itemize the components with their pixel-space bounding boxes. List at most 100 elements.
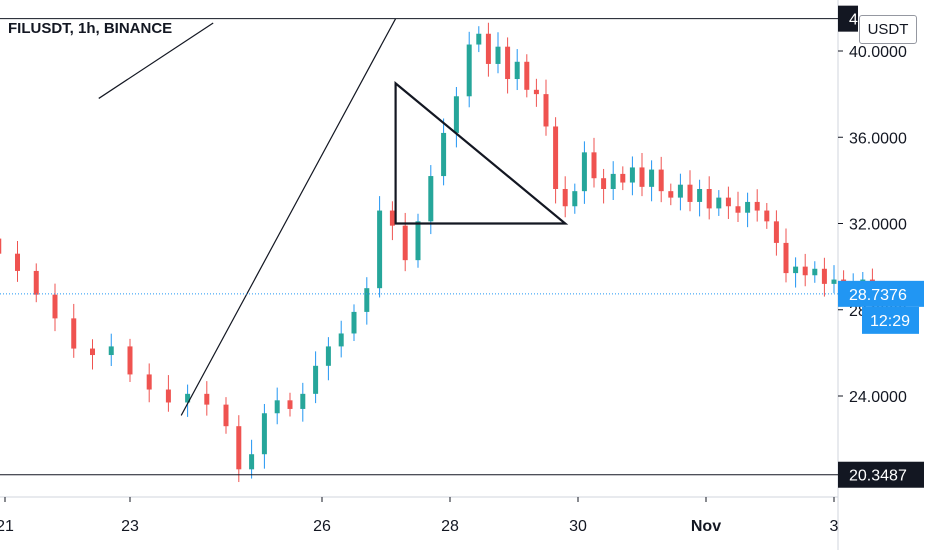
candle-body (300, 393, 306, 409)
candle-body (249, 454, 255, 470)
candle (204, 381, 210, 416)
x-tick-label: 28 (441, 518, 459, 535)
candle-body (543, 94, 549, 127)
currency-button[interactable]: USDT (859, 15, 917, 44)
candle (127, 338, 133, 382)
chart-title: FILUSDT, 1h, BINANCE (8, 20, 173, 37)
countdown-tag (862, 306, 919, 334)
candle (300, 382, 306, 422)
x-tick-label: 30 (569, 518, 587, 535)
candle (185, 384, 191, 417)
candle (441, 118, 447, 186)
candle-body (793, 266, 799, 274)
candle-body (505, 46, 511, 80)
candle (735, 191, 741, 222)
candle (338, 320, 344, 358)
candle-body (165, 389, 171, 403)
candle-body (71, 318, 77, 349)
candle (90, 339, 95, 370)
candle (668, 183, 674, 206)
candle-body (15, 253, 20, 271)
candle (831, 265, 837, 294)
candle-body (415, 221, 421, 261)
candle-body (706, 189, 712, 209)
candle-body (236, 426, 242, 470)
candle (543, 79, 549, 136)
candle (764, 203, 770, 229)
grid-lines (0, 0, 839, 550)
time-axis[interactable]: 21 23 26 28 30 Nov 3 (0, 497, 839, 535)
candle-body (581, 152, 587, 192)
candle-body (33, 270, 39, 295)
candle (146, 363, 152, 403)
candle (553, 117, 559, 204)
candle (620, 166, 626, 191)
candle-body (514, 61, 520, 80)
y-tick-label: 40.0000 (849, 44, 907, 61)
candle (572, 183, 578, 214)
candle (773, 210, 779, 256)
candle-body (639, 167, 645, 187)
price-tags: 4 20.3487 28.7376 12:29 (838, 5, 924, 488)
candle-body (476, 33, 482, 45)
candle (812, 261, 818, 283)
candle-body (562, 189, 568, 207)
candle (716, 190, 722, 216)
candle-body (146, 374, 152, 390)
candle-body (389, 210, 395, 226)
horizontal-levels[interactable] (0, 18, 838, 476)
candle (402, 212, 408, 272)
y-tick-label: 24.0000 (849, 389, 907, 406)
candle (745, 192, 751, 228)
candle (533, 78, 539, 107)
y-tick-label: 32.0000 (849, 217, 907, 234)
candle (687, 170, 693, 212)
candle (313, 351, 319, 404)
descending-triangle (394, 81, 569, 225)
low-level-tag (838, 461, 924, 488)
candle (629, 156, 635, 196)
candle-body (716, 197, 722, 209)
x-tick-label: 21 (0, 518, 14, 535)
candle (649, 160, 655, 202)
candle-body (204, 393, 210, 405)
candle (581, 141, 587, 204)
candle-body (495, 46, 501, 64)
candle (524, 54, 530, 98)
candle (377, 196, 383, 298)
candle-body (325, 346, 331, 366)
candle (697, 179, 703, 217)
candle (108, 333, 114, 367)
candle-body (313, 365, 319, 394)
candle (505, 37, 511, 94)
candle (52, 283, 58, 332)
candle-body (745, 201, 751, 213)
low-level-tag-label: 20.3487 (849, 468, 907, 485)
candle-body (533, 89, 539, 95)
candle (287, 392, 293, 417)
candle (389, 201, 395, 241)
candle (364, 277, 370, 325)
last-price-tag (838, 280, 924, 307)
candle-body (687, 184, 693, 202)
candle-body (428, 176, 434, 222)
candle-body (441, 132, 447, 177)
x-tick-label: Nov (691, 518, 721, 535)
candlesticks (0, 22, 875, 483)
candle (249, 439, 255, 479)
candle (639, 152, 645, 197)
candle-body (591, 152, 597, 179)
candle (476, 26, 482, 53)
candle (165, 375, 171, 412)
candle (783, 228, 789, 283)
candle-body (287, 400, 293, 409)
trendline-drawings[interactable] (98, 18, 569, 416)
candle-body (764, 210, 770, 222)
candle (562, 176, 568, 218)
candle (71, 303, 77, 358)
candle-body (802, 266, 808, 276)
x-tick-label: 3 (830, 518, 839, 535)
candle (223, 397, 229, 434)
